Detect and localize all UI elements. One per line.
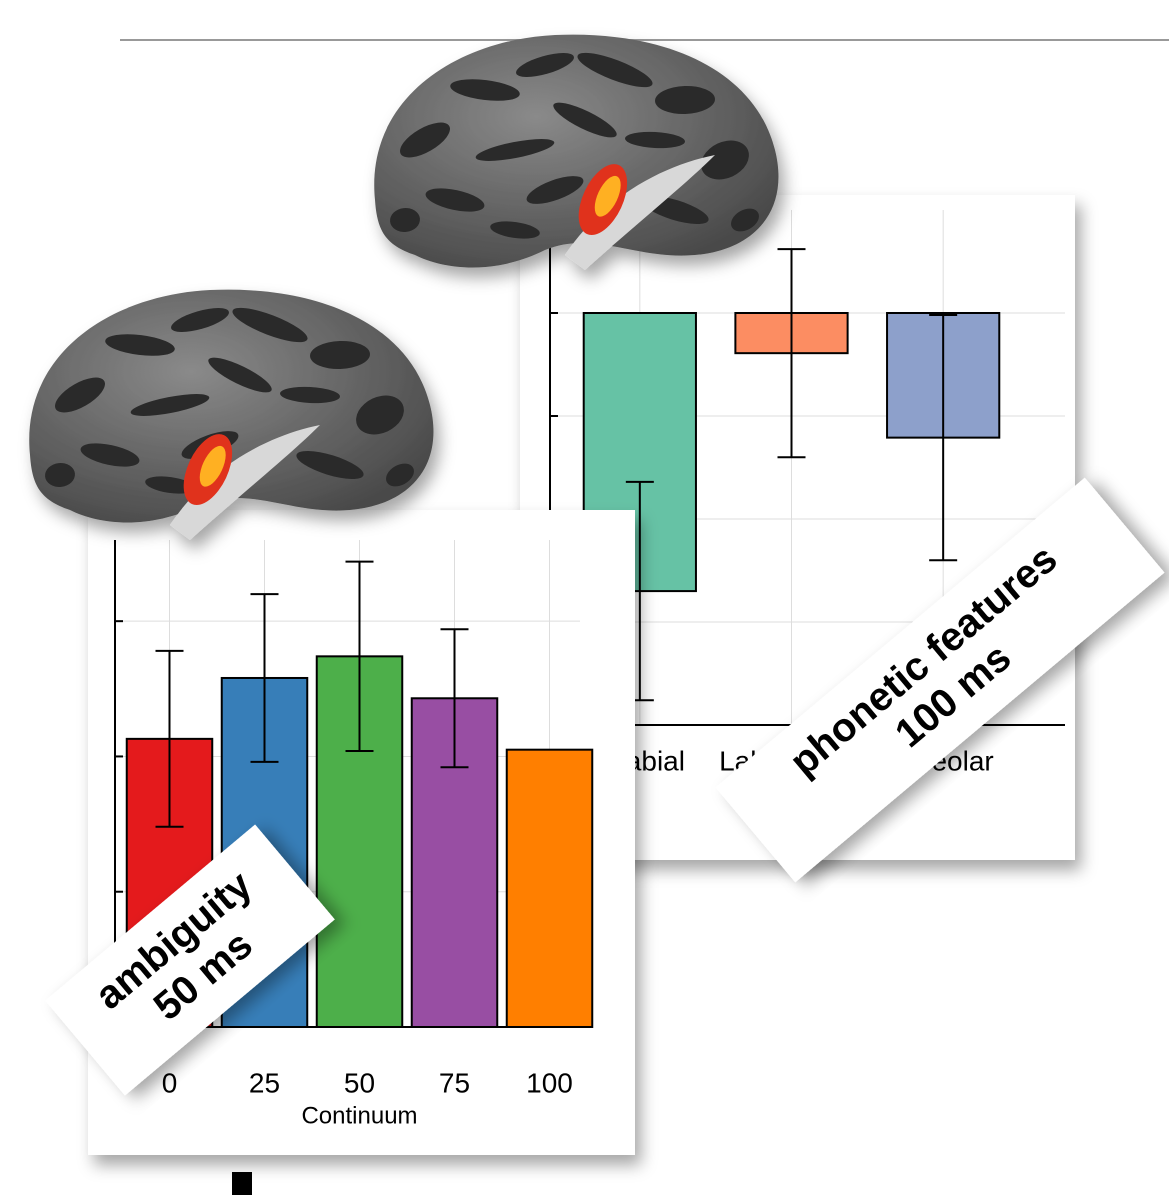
activation-core [199,445,226,487]
sulcus [490,221,540,239]
sulcus [105,334,175,356]
bar [505,748,594,1028]
sulcus [400,122,450,158]
sulcus [475,139,555,161]
x-axis-label: Continuum [301,1102,417,1129]
brain-image [29,289,434,540]
temporal-highlight [565,155,715,270]
sulcus [731,208,759,232]
sulcus [450,79,520,101]
sulcus [526,176,584,204]
partial-glyph [232,1172,252,1195]
sulcus [45,462,75,488]
sulcus [386,463,414,487]
sulcus [280,386,340,404]
sulcus [577,52,653,88]
sulcus [390,207,420,233]
x-tick-label: 25 [249,1067,280,1098]
x-tick-label: 75 [439,1067,470,1098]
sulcus [145,476,195,494]
x-tick-label: 0 [162,1067,178,1098]
brain-image [374,34,779,270]
activation-core [594,175,621,217]
label-card [45,824,335,1096]
label-card [715,477,1165,883]
sulcus [356,395,404,435]
sulcus [130,394,210,416]
sulcus [55,377,105,413]
sulcus [625,131,685,149]
sulcus [701,140,749,180]
sulcus [310,340,370,370]
sulcus [296,450,364,480]
sulcus [208,357,272,393]
x-tick-label: 50 [344,1067,375,1098]
x-tick-label: 100 [526,1067,573,1098]
sulcus [80,443,140,467]
sulcus [425,188,485,212]
sulcus [553,102,617,138]
sulcus [655,85,715,115]
sulcus [516,53,574,77]
temporal-highlight [170,425,320,540]
sulcus [171,308,229,332]
sulcus [232,307,308,343]
chart: 0 25 50 75 100 Continuum [88,510,635,1155]
